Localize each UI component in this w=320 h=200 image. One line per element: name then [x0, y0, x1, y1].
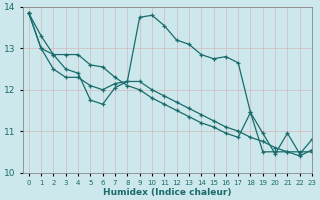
X-axis label: Humidex (Indice chaleur): Humidex (Indice chaleur) [103, 188, 232, 197]
